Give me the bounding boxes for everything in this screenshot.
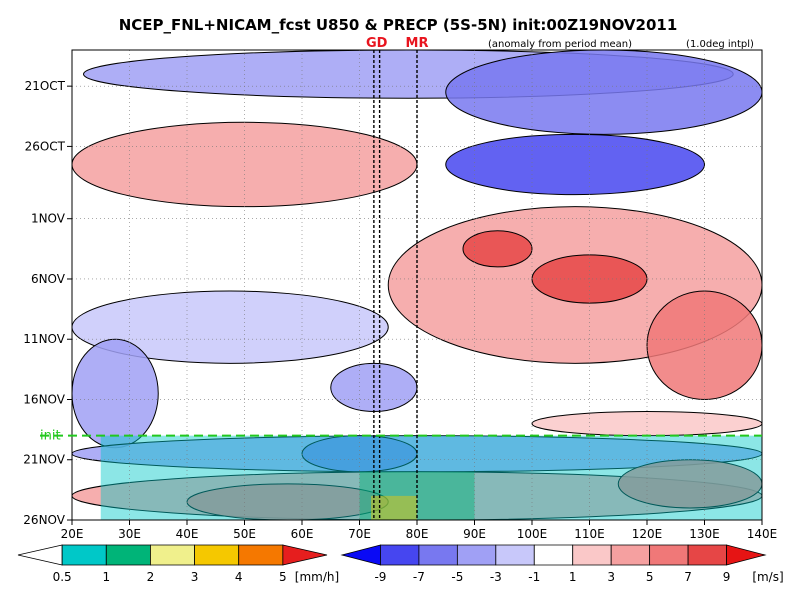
colorbar-swatch — [610, 544, 651, 566]
marker-label: MR — [406, 36, 429, 51]
y-tick-label: 21OCT — [25, 79, 66, 93]
colorbar-label: 4 — [235, 570, 243, 584]
colorbar-swatch — [150, 544, 195, 566]
precip-shading — [100, 435, 762, 520]
colorbar-swatch — [238, 544, 284, 566]
colorbar-label: 5 — [279, 570, 287, 584]
colorbar-label: -7 — [413, 570, 425, 584]
u850-region — [617, 459, 762, 509]
colorbar-label: 9 — [723, 570, 731, 584]
u850-colorbar: -9 -7 -5 -3 -1 1 3 5 7 9 [m/s] — [340, 544, 784, 584]
chart-title: NCEP_FNL+NICAM_fcst U850 & PRECP (5S-5N)… — [119, 16, 678, 34]
x-tick-label: 100E — [517, 527, 548, 541]
marker-label: GD — [366, 36, 388, 51]
colorbar-label: 1 — [569, 570, 577, 584]
y-tick-label: 26NOV — [23, 513, 65, 527]
plot-area — [72, 50, 762, 520]
x-tick-label: 90E — [463, 527, 486, 541]
y-tick-label: 6NOV — [31, 272, 66, 286]
precip-region — [371, 495, 417, 520]
colorbar-swatch — [340, 544, 381, 566]
x-axis: 20E 30E 40E 50E 60E 70E 80E 90E 100E 110E 120E 130E… — [61, 520, 778, 541]
colorbar-label: 5 — [646, 570, 654, 584]
y-axis: 21OCT 26OCT 1NOV 6NOV 11NOV 16NOV 21NOV 26NOV — [23, 79, 72, 527]
colorbar-label: 2 — [147, 570, 155, 584]
colorbar-swatch — [726, 544, 767, 566]
colorbar-swatch — [456, 544, 497, 566]
colorbar-swatch — [282, 544, 328, 566]
subtitle-anomaly: (anomaly from period mean) — [488, 39, 632, 50]
x-tick-label: 80E — [406, 527, 429, 541]
subtitle-interp: (1.0deg intpl) — [686, 39, 754, 50]
location-markers: GD MR — [366, 36, 428, 520]
colorbar-swatch — [17, 544, 63, 566]
x-tick-label: 140E — [747, 527, 778, 541]
u850-region — [72, 290, 389, 364]
colorbar-swatch — [533, 544, 574, 566]
precip-region — [100, 435, 762, 520]
y-tick-label: 26OCT — [25, 139, 66, 153]
u850-region — [646, 290, 762, 400]
init-line: init — [40, 429, 762, 444]
x-tick-label: 120E — [632, 527, 663, 541]
x-tick-label: 130E — [689, 527, 720, 541]
colorbar-label: 0.5 — [53, 570, 72, 584]
colorbar-swatch — [649, 544, 689, 566]
y-tick-label: 16NOV — [23, 392, 65, 406]
colorbar-label: 7 — [684, 570, 692, 584]
colorbar-swatch — [495, 544, 535, 566]
u850-region — [72, 338, 159, 449]
colorbar-label: 1 — [102, 570, 110, 584]
u850-region — [462, 230, 533, 268]
y-tick-label: 11NOV — [23, 332, 65, 346]
colorbar-label: -1 — [528, 570, 540, 584]
colorbar-swatch — [380, 544, 420, 566]
colorbar-label: -5 — [451, 570, 463, 584]
colorbar-unit: [mm/h] — [295, 570, 339, 584]
colorbar-label: -3 — [490, 570, 502, 584]
colorbar-swatch — [572, 544, 612, 566]
colorbar-label: 3 — [607, 570, 615, 584]
u850-region — [445, 133, 705, 196]
colorbar-swatch — [194, 544, 240, 566]
x-tick-label: 20E — [61, 527, 84, 541]
x-tick-label: 40E — [176, 527, 199, 541]
init-label: init — [40, 429, 61, 444]
colorbar-swatch — [105, 544, 151, 566]
colorbar-unit: [m/s] — [752, 570, 783, 584]
colorbar-label: -9 — [374, 570, 386, 584]
x-tick-label: 60E — [291, 527, 314, 541]
u850-region — [531, 411, 762, 437]
x-tick-label: 50E — [233, 527, 256, 541]
x-tick-label: 70E — [348, 527, 371, 541]
precip-colorbar: 0.5 1 2 3 4 5 [mm/h] — [17, 544, 339, 584]
colorbar-swatch — [418, 544, 458, 566]
colorbar-swatch — [61, 544, 107, 566]
colorbar-swatch — [687, 544, 727, 566]
colorbar-label: 3 — [191, 570, 199, 584]
y-tick-label: 21NOV — [23, 453, 65, 467]
x-tick-label: 30E — [118, 527, 141, 541]
u850-region — [445, 50, 762, 135]
y-tick-label: 1NOV — [31, 212, 66, 226]
x-tick-label: 110E — [574, 527, 605, 541]
